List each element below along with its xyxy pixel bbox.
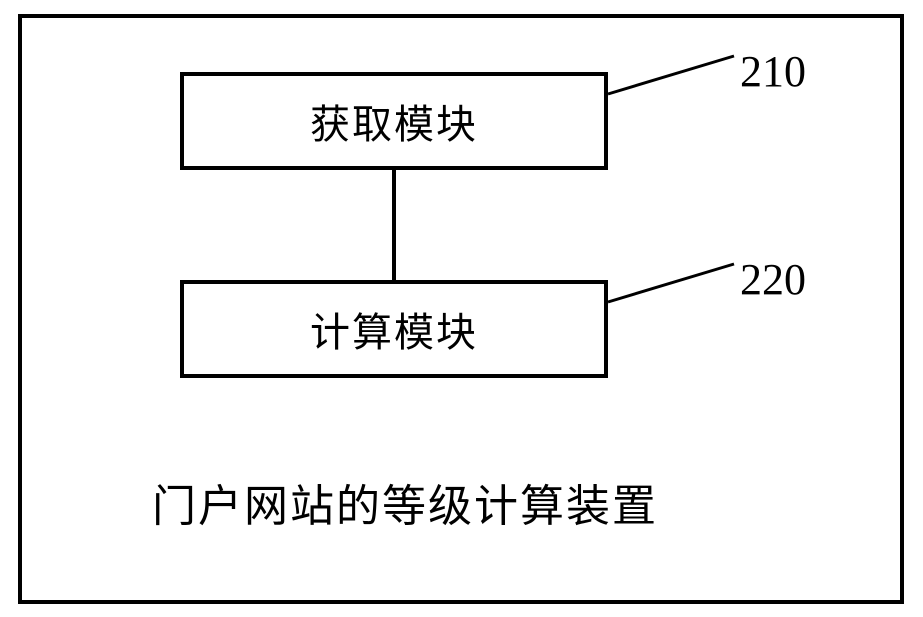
ref-label-220: 220 — [740, 254, 806, 305]
diagram-canvas: 获取模块 计算模块 210 220 门户网站的等级计算装置 — [0, 0, 923, 617]
leader-line-210 — [608, 56, 734, 94]
node-acquire-module: 获取模块 — [180, 72, 608, 170]
ref-label-210: 210 — [740, 46, 806, 97]
leader-line-segment — [608, 56, 734, 94]
node-label: 获取模块 — [310, 92, 478, 150]
edge-n1-n2 — [392, 170, 396, 280]
diagram-caption: 门户网站的等级计算装置 — [152, 470, 658, 534]
node-label: 计算模块 — [310, 300, 478, 358]
node-compute-module: 计算模块 — [180, 280, 608, 378]
leader-line-220 — [608, 264, 734, 302]
leader-line-segment — [608, 264, 734, 302]
